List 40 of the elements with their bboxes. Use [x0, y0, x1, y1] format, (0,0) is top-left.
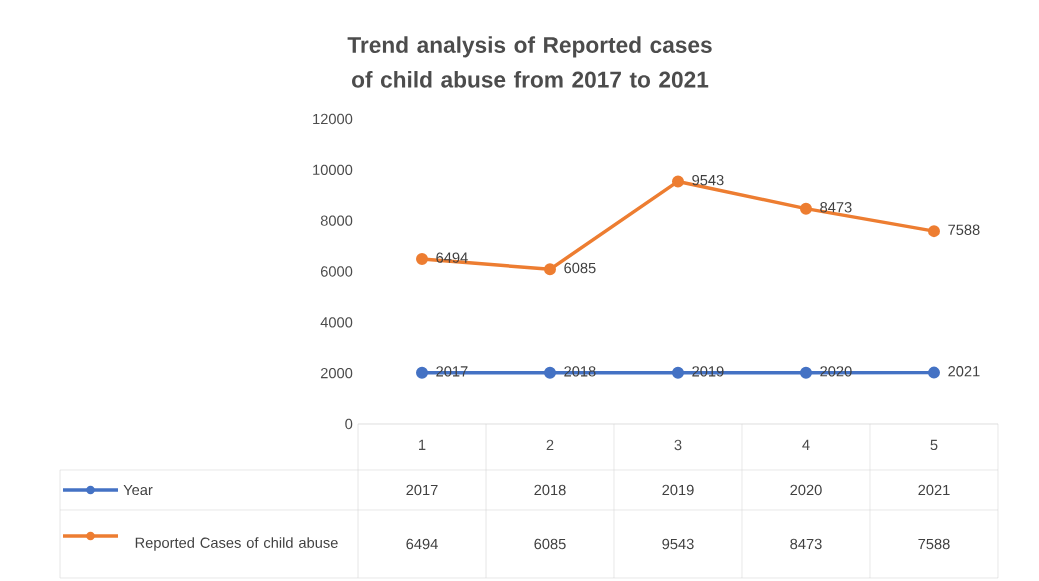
data-label: 9543 — [692, 174, 724, 186]
point — [671, 175, 684, 188]
point — [544, 366, 557, 379]
text: 9543 — [662, 538, 694, 550]
point — [415, 252, 429, 265]
text: 2020 — [790, 484, 822, 496]
y-tick-label: 0 — [345, 418, 353, 430]
data-label: 6085 — [564, 262, 596, 274]
data-label: 2021 — [948, 366, 980, 377]
point — [415, 366, 429, 379]
y-tick-label: 4000 — [320, 317, 353, 328]
text: 2021 — [918, 484, 950, 496]
point — [799, 202, 812, 215]
point — [799, 366, 812, 379]
point — [927, 366, 940, 379]
text: 6085 — [534, 538, 566, 550]
y-tick-label: 10000 — [313, 164, 353, 176]
text: 7588 — [918, 538, 950, 550]
x-tick-label: 5 — [930, 439, 938, 451]
x-tick-label: 2 — [546, 439, 554, 451]
x-tick-label: 4 — [802, 439, 810, 450]
data-label: 8473 — [820, 202, 852, 213]
point — [671, 366, 684, 379]
text: 6494 — [406, 538, 438, 550]
point — [544, 263, 557, 276]
legend-label: Year — [123, 484, 153, 496]
y-tick-label: 6000 — [320, 266, 353, 277]
text: 2019 — [662, 484, 694, 496]
text: 2017 — [406, 484, 438, 496]
legend-label: Reported Cases of child abuse — [135, 537, 338, 551]
x-tick-label: 3 — [674, 439, 682, 451]
x-tick-label: 1 — [419, 439, 426, 450]
text: 8473 — [790, 538, 822, 550]
point — [927, 225, 940, 238]
data-label: 7588 — [948, 224, 980, 235]
chart-title: Trend analysis of Reported cases of child abuse from 2017 to 2021 — [347, 36, 712, 88]
y-tick-label: 12000 — [313, 113, 353, 125]
text: 2018 — [534, 484, 566, 496]
y-tick-label: 8000 — [320, 215, 353, 226]
y-tick-label: 2000 — [320, 367, 353, 379]
